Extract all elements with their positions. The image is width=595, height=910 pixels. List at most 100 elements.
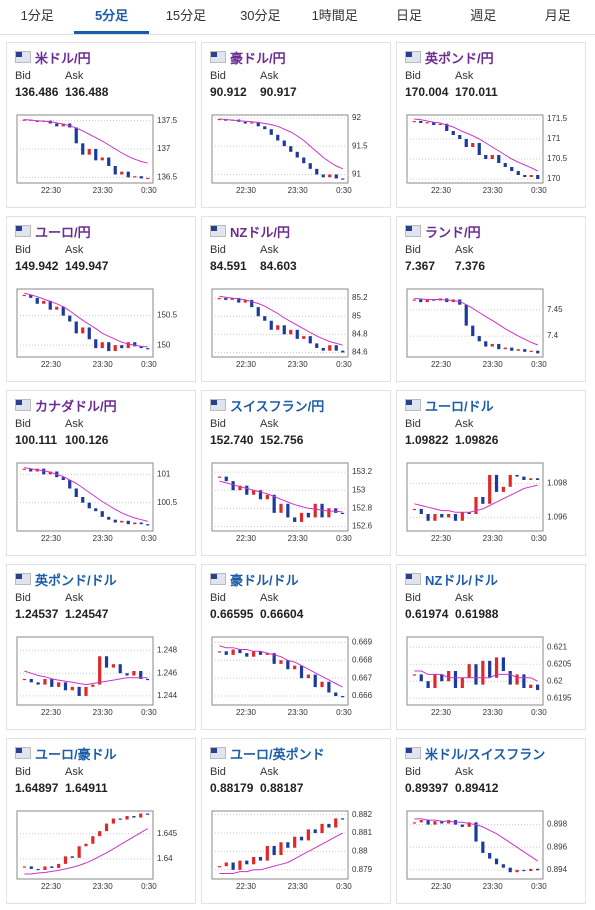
timeframe-tab[interactable]: 月足 bbox=[544, 8, 571, 23]
timeframe-tab[interactable]: 1時間足 bbox=[311, 8, 358, 23]
candle bbox=[100, 511, 104, 517]
moving-average bbox=[219, 118, 343, 170]
candle bbox=[464, 139, 468, 147]
candle bbox=[245, 485, 249, 495]
x-tick-label: 23:30 bbox=[483, 360, 504, 369]
pair-link[interactable]: 豪ドル/ドル bbox=[230, 573, 299, 588]
rate-card: スイスフラン/円 Bid Ask 152.740 152.756 152.6 152.8 15… bbox=[201, 390, 391, 556]
x-tick-label: 22:30 bbox=[236, 186, 257, 195]
x-tick-label: 23:30 bbox=[93, 882, 114, 891]
flag-part bbox=[16, 226, 22, 231]
candle bbox=[490, 155, 494, 159]
x-tick-label: 0:30 bbox=[141, 360, 157, 369]
mini-chart[interactable]: 1.64 1.645 22:30 23:30 0:30 bbox=[15, 809, 187, 897]
candle bbox=[467, 822, 471, 827]
candle bbox=[57, 863, 61, 868]
timeframe-tab[interactable]: 5分足 bbox=[74, 0, 149, 34]
pair-link[interactable]: スイスフラン/円 bbox=[230, 399, 325, 414]
ask-label: Ask bbox=[65, 592, 84, 604]
mini-chart[interactable]: 0.894 0.896 0.898 22:30 23:30 0:30 bbox=[405, 809, 577, 897]
mini-chart[interactable]: 1.244 1.246 1.248 22:30 23:30 0:30 bbox=[15, 635, 187, 723]
candle bbox=[286, 842, 290, 848]
mini-chart[interactable]: 0.879 0.88 0.881 0.882 22:30 23:30 0:30 bbox=[210, 809, 382, 897]
candle bbox=[217, 476, 222, 478]
pair-link[interactable]: NZドル/ドル bbox=[425, 573, 498, 588]
timeframe-tab[interactable]: 1分足 bbox=[20, 8, 54, 23]
candle bbox=[87, 149, 91, 155]
candle bbox=[412, 674, 417, 676]
pair-link[interactable]: 英ポンド/ドル bbox=[35, 573, 117, 588]
candle bbox=[515, 474, 519, 477]
pair-link[interactable]: NZドル/円 bbox=[230, 225, 290, 240]
flag-part bbox=[406, 400, 412, 405]
y-tick-label: 150.5 bbox=[157, 311, 178, 320]
candle bbox=[55, 306, 59, 310]
flag-icon bbox=[15, 399, 31, 411]
pair-link[interactable]: ユーロ/豪ドル bbox=[35, 747, 117, 762]
mini-chart[interactable]: 0.666 0.667 0.668 0.669 22:30 23:30 0:30 bbox=[210, 635, 382, 723]
candle bbox=[464, 304, 468, 326]
mini-chart[interactable]: 7.4 7.45 22:30 23:30 0:30 bbox=[405, 287, 577, 375]
pair-link[interactable]: カナダドル/円 bbox=[35, 399, 117, 414]
x-tick-label: 0:30 bbox=[531, 360, 547, 369]
candle bbox=[265, 845, 269, 861]
moving-average bbox=[24, 467, 148, 522]
candle bbox=[510, 167, 514, 171]
mini-chart[interactable]: 84.6 84.8 85 85.2 22:30 23:30 0:30 bbox=[210, 287, 382, 375]
flag-icon bbox=[210, 573, 226, 585]
candle bbox=[320, 681, 324, 688]
candle bbox=[341, 178, 345, 180]
moving-average bbox=[24, 828, 148, 875]
pair-link[interactable]: ユーロ/ドル bbox=[425, 399, 494, 414]
rate-card: 英ポンド/ドル Bid Ask 1.24537 1.24547 1.244 1.246 1.2… bbox=[6, 564, 196, 730]
pair-link[interactable]: ユーロ/英ポンド bbox=[230, 747, 325, 762]
candle bbox=[118, 818, 122, 820]
pair-link[interactable]: ユーロ/円 bbox=[35, 225, 91, 240]
moving-average bbox=[414, 484, 538, 513]
candle bbox=[536, 350, 540, 354]
candle bbox=[522, 674, 526, 688]
pair-link[interactable]: ランド/円 bbox=[425, 225, 481, 240]
pair-link[interactable]: 米ドル/円 bbox=[35, 51, 91, 66]
x-tick-label: 22:30 bbox=[431, 708, 452, 717]
pair-link[interactable]: 米ドル/スイスフラン bbox=[425, 747, 546, 762]
bid-label: Bid bbox=[210, 766, 226, 778]
ask-label: Ask bbox=[65, 418, 84, 430]
ask-label: Ask bbox=[455, 766, 474, 778]
candle bbox=[87, 502, 91, 509]
candle bbox=[263, 126, 267, 130]
x-tick-label: 22:30 bbox=[236, 534, 257, 543]
flag-part bbox=[16, 52, 22, 57]
mini-chart[interactable]: 170 170.5 171 171.5 22:30 23:30 0:30 bbox=[405, 113, 577, 201]
timeframe-tab[interactable]: 15分足 bbox=[165, 8, 207, 23]
pair-link[interactable]: 豪ドル/円 bbox=[230, 51, 286, 66]
timeframe-tab[interactable]: 30分足 bbox=[240, 8, 281, 23]
mini-chart[interactable]: 136.5 137 137.5 22:30 23:30 0:30 bbox=[15, 113, 187, 201]
candle bbox=[494, 657, 499, 678]
mini-chart[interactable]: 100.5 101 22:30 23:30 0:30 bbox=[15, 461, 187, 549]
candle bbox=[22, 119, 26, 121]
candle bbox=[419, 299, 423, 303]
bid-label: Bid bbox=[405, 70, 421, 82]
timeframe-tab[interactable]: 週足 bbox=[470, 8, 497, 23]
candle bbox=[98, 656, 102, 685]
x-tick-label: 0:30 bbox=[336, 534, 352, 543]
mini-chart[interactable]: 152.6 152.8 153 153.2 22:30 23:30 0:30 bbox=[210, 461, 382, 549]
ask-value: 90.917 bbox=[260, 85, 297, 99]
candle bbox=[334, 818, 338, 828]
mini-chart[interactable]: 0.6195 0.62 0.6205 0.621 22:30 23:30 0:30 bbox=[405, 635, 577, 723]
mini-chart[interactable]: 150 150.5 22:30 23:30 0:30 bbox=[15, 287, 187, 375]
timeframe-tab[interactable]: 日足 bbox=[396, 8, 423, 23]
mini-chart[interactable]: 1.096 1.098 22:30 23:30 0:30 bbox=[405, 461, 577, 549]
pair-link[interactable]: 英ポンド/円 bbox=[425, 51, 494, 66]
candle bbox=[484, 341, 488, 347]
x-tick-label: 22:30 bbox=[431, 186, 452, 195]
bid-label: Bid bbox=[15, 766, 31, 778]
rate-card: ランド/円 Bid Ask 7.367 7.376 7.4 7.45 22:30 23:30 0:… bbox=[396, 216, 586, 382]
moving-average bbox=[414, 818, 538, 862]
candle bbox=[74, 127, 78, 144]
candle bbox=[474, 497, 478, 514]
candle bbox=[120, 171, 124, 175]
mini-chart[interactable]: 91 91.5 92 22:30 23:30 0:30 bbox=[210, 113, 382, 201]
candle bbox=[501, 486, 505, 492]
